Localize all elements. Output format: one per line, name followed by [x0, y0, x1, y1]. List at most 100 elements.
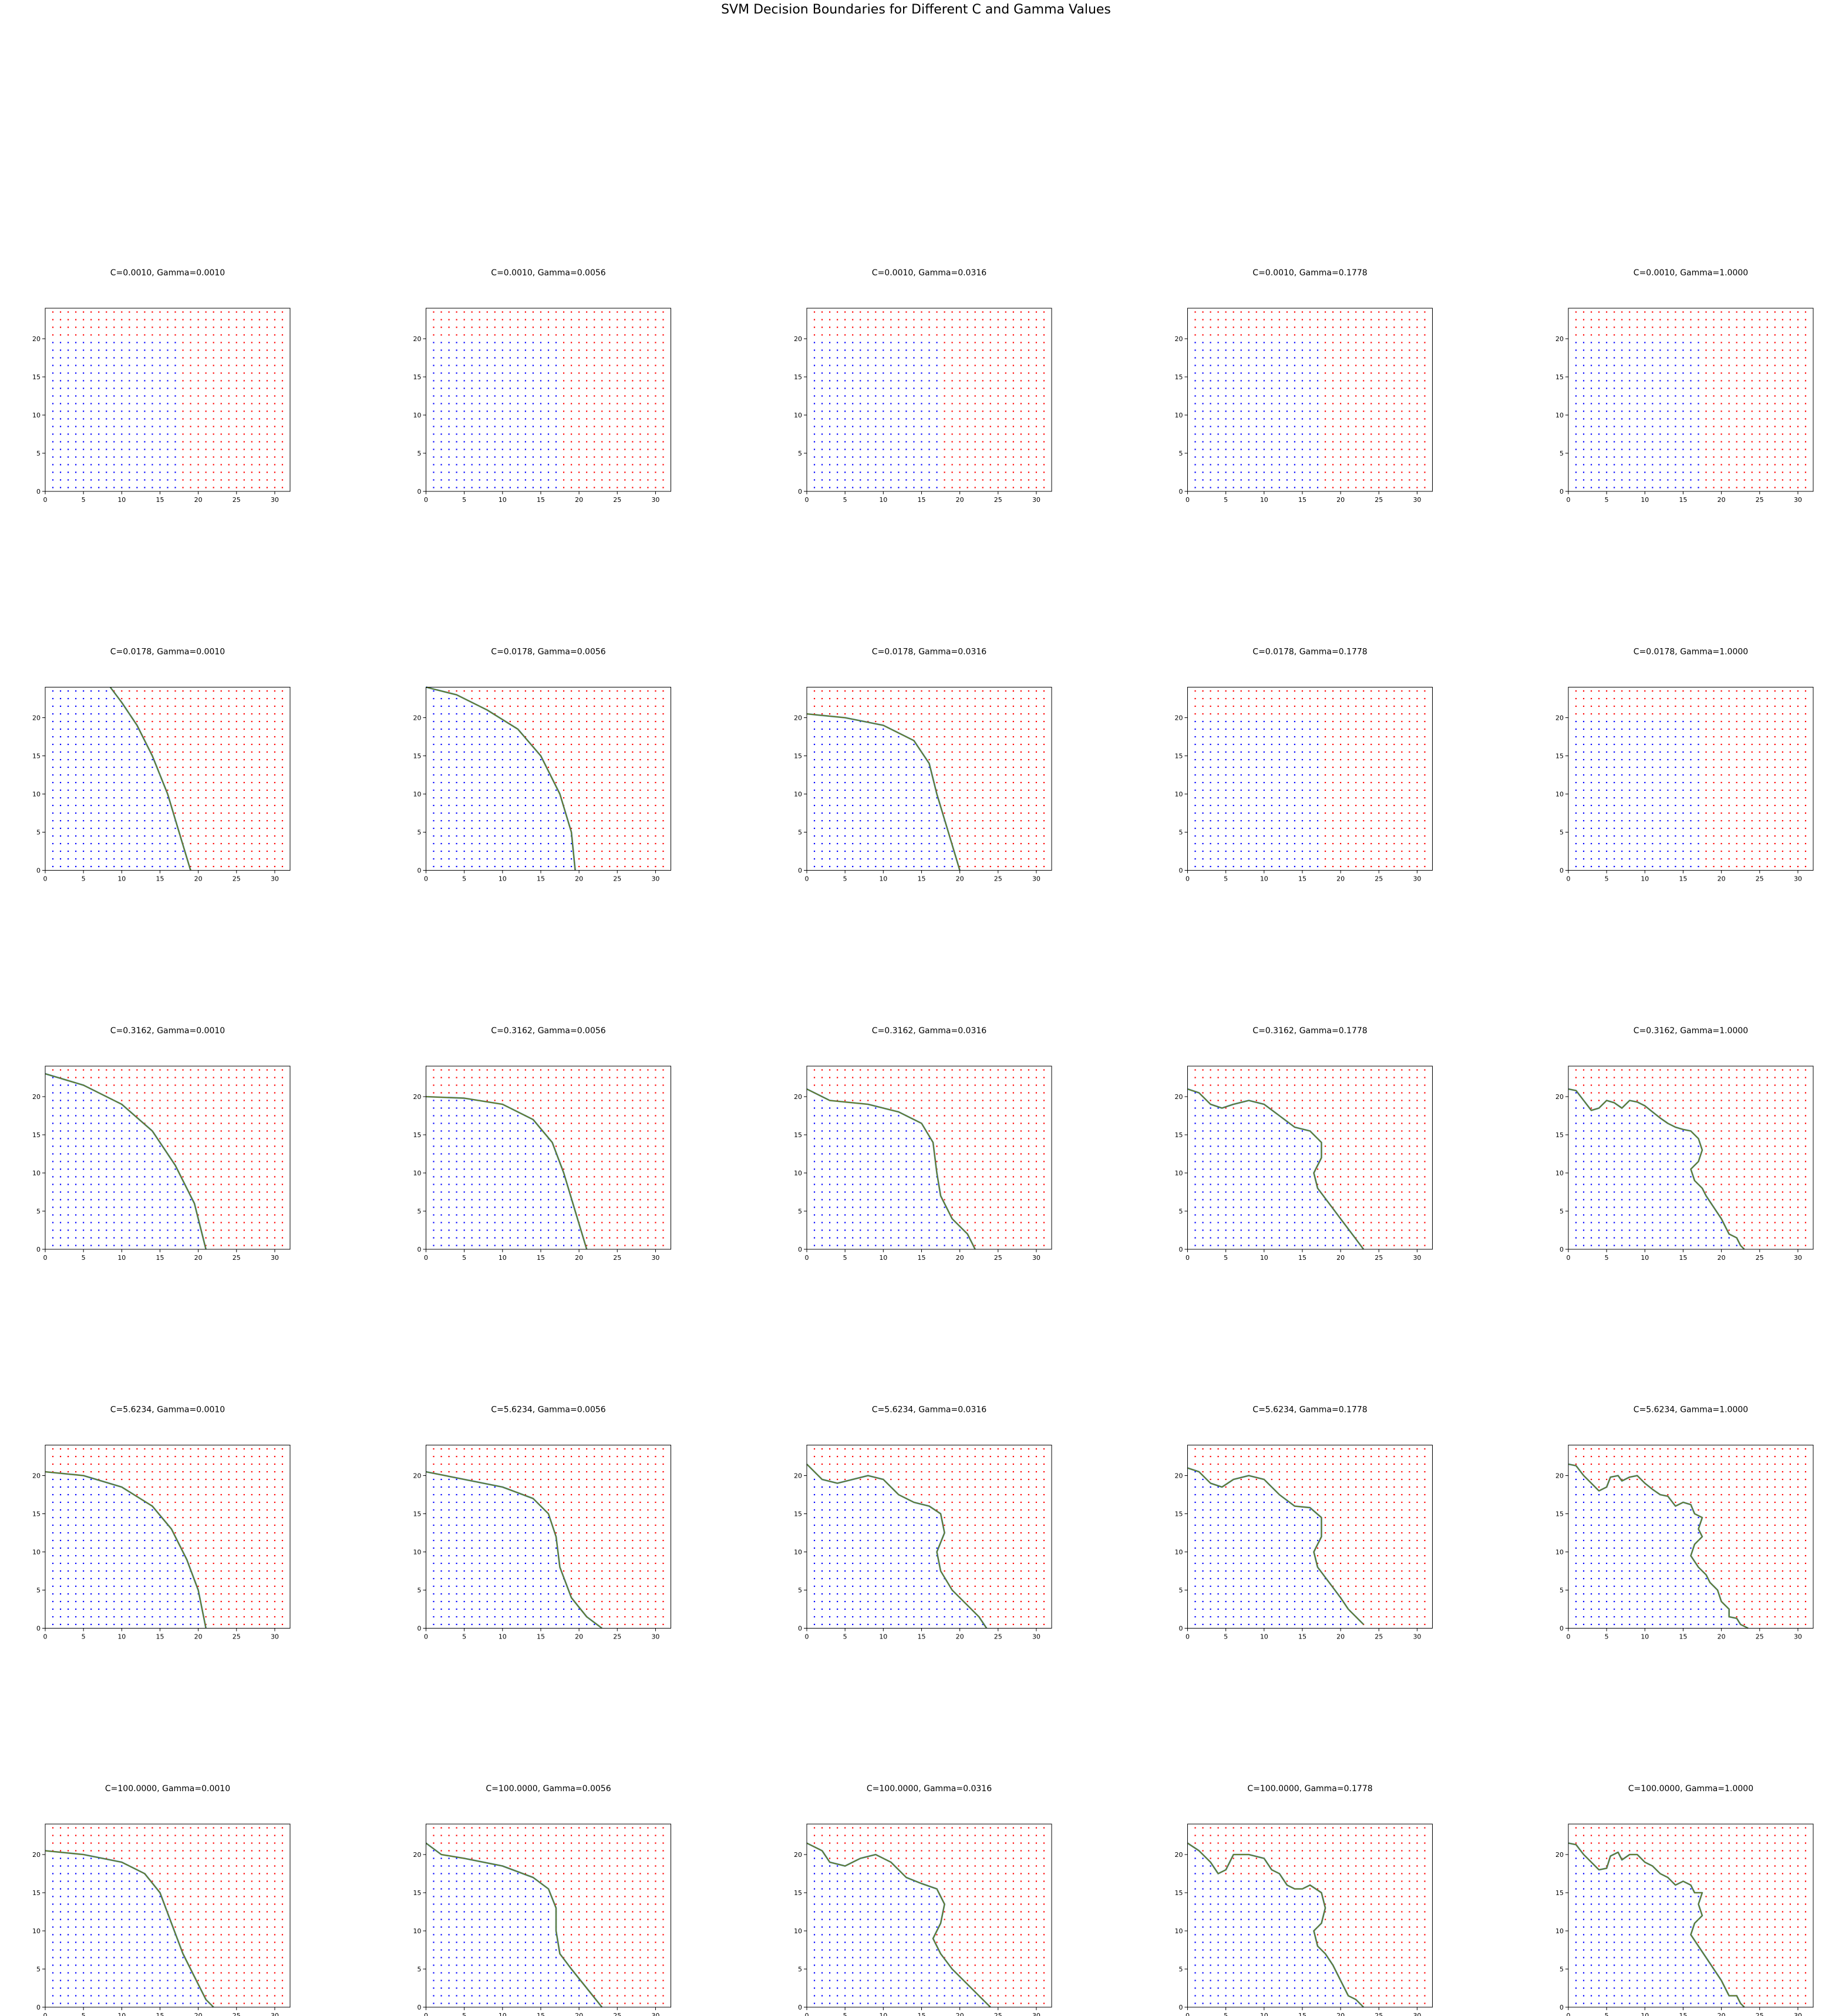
data-point [1309, 319, 1311, 320]
data-point [1309, 326, 1311, 328]
data-point [182, 433, 183, 434]
subplot-1-3: C=0.0010, Gamma=0.03160 5 10 15 20 25 30051015… [794, 268, 1052, 504]
data-point [1256, 441, 1257, 442]
data-point [655, 449, 656, 450]
data-point [167, 736, 168, 737]
data-point [1355, 464, 1356, 465]
data-point [1378, 357, 1379, 358]
data-point [860, 319, 861, 320]
data-point [60, 365, 61, 366]
data-point [167, 365, 168, 366]
data-point [267, 479, 268, 480]
data-point [1248, 410, 1250, 412]
data-point [1340, 410, 1341, 412]
data-point [1705, 464, 1706, 465]
data-point [259, 387, 260, 389]
data-point [274, 456, 275, 457]
data-point [928, 433, 930, 434]
data-point [890, 487, 891, 488]
data-point [1767, 418, 1768, 419]
data-point [1744, 449, 1745, 450]
data-point [814, 479, 815, 480]
data-point [1279, 349, 1280, 350]
data-point [1583, 357, 1584, 358]
data-point [144, 441, 145, 442]
data-point [448, 357, 449, 358]
data-point [555, 820, 557, 821]
data-point [1721, 487, 1722, 488]
data-point [113, 479, 114, 480]
data-point [274, 736, 275, 737]
data-point [282, 449, 283, 450]
data-point [190, 380, 191, 381]
data-point [990, 319, 991, 320]
data-point [1210, 487, 1211, 488]
data-point [68, 410, 69, 412]
data-point [959, 326, 961, 328]
data-point [655, 319, 656, 320]
data-point [159, 365, 160, 366]
data-point [106, 387, 107, 389]
data-point [578, 441, 580, 442]
data-point [213, 858, 214, 859]
data-point [852, 403, 853, 404]
data-point [1759, 387, 1760, 389]
data-point [1355, 365, 1356, 366]
data-point [456, 326, 457, 328]
data-point [244, 342, 245, 343]
data-point [83, 751, 84, 753]
data-point [951, 464, 952, 465]
data-point [639, 395, 641, 396]
data-point [1348, 449, 1349, 450]
data-point [1629, 479, 1630, 480]
data-point [60, 828, 61, 829]
data-point [936, 395, 937, 396]
data-point [829, 319, 830, 320]
data-point [655, 349, 656, 350]
data-point [510, 365, 511, 366]
data-point [617, 820, 618, 821]
data-point [494, 426, 496, 427]
data-point [639, 403, 641, 404]
data-point [182, 403, 183, 404]
data-point [274, 713, 275, 714]
data-point [898, 471, 899, 473]
data-point [472, 365, 473, 366]
data-point [1225, 311, 1227, 312]
data-point [206, 433, 207, 434]
data-point [1386, 372, 1387, 373]
data-point [510, 782, 511, 783]
data-point [228, 820, 230, 821]
data-point [632, 334, 633, 335]
data-point [829, 456, 830, 457]
data-point [982, 326, 984, 328]
data-point [433, 387, 434, 389]
data-point [52, 782, 53, 783]
data-point [236, 433, 237, 434]
subplot-title: C=0.0010, Gamma=0.1778 [1252, 268, 1367, 278]
data-point [282, 721, 283, 722]
data-point [448, 797, 449, 798]
data-point [129, 479, 130, 480]
data-point [267, 820, 268, 821]
data-point [867, 387, 868, 389]
data-point [1690, 487, 1691, 488]
data-point [221, 426, 222, 427]
data-point [982, 372, 984, 373]
data-point [456, 410, 457, 412]
data-point [510, 797, 511, 798]
data-point [852, 410, 853, 412]
data-point [1317, 326, 1318, 328]
data-point [563, 365, 564, 366]
data-point [198, 759, 199, 760]
data-point [52, 426, 53, 427]
data-point [174, 736, 176, 737]
data-point [1210, 349, 1211, 350]
data-point [206, 866, 207, 867]
data-point [525, 426, 526, 427]
data-point [274, 403, 275, 404]
data-point [448, 418, 449, 419]
data-point [1667, 372, 1668, 373]
data-point [860, 380, 861, 381]
data-point [75, 319, 76, 320]
